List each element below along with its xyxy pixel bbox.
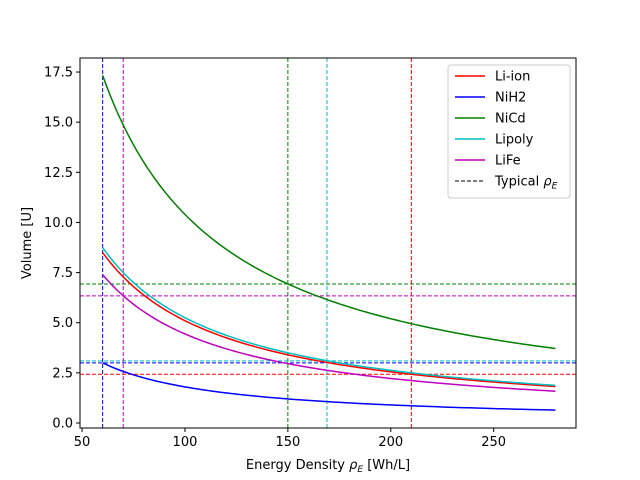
x-axis-ticks: 50 100 150 200 250 — [74, 428, 506, 450]
y-tick-label-6: 15.0 — [44, 116, 73, 131]
y-axis-label: Volume [U] — [20, 207, 35, 279]
x-tick-label-0: 50 — [74, 435, 91, 450]
x-tick-label-1: 100 — [173, 435, 198, 450]
y-tick-label-2: 5.0 — [52, 316, 73, 331]
legend-label-4: LiFe — [495, 154, 521, 169]
x-tick-label-4: 250 — [481, 435, 506, 450]
x-tick-label-2: 150 — [275, 435, 300, 450]
y-tick-label-1: 2.5 — [52, 366, 73, 381]
series-line-2 — [101, 75, 556, 350]
y-axis-ticks: 0.0 2.5 5.0 7.5 10.0 12.5 15.0 17.5 — [44, 66, 80, 431]
y-tick-label-5: 12.5 — [44, 166, 73, 181]
legend-label-2: NiCd — [495, 112, 526, 127]
plot-frame — [79, 57, 577, 429]
series-line-0 — [102, 252, 556, 388]
plot-layer — [80, 58, 576, 428]
legend-label-3: Lipoly — [495, 133, 534, 148]
series-line-3 — [102, 247, 556, 387]
plot-area — [80, 58, 576, 428]
legend-label-0: Li-ion — [495, 70, 530, 85]
legend-label-1: NiH2 — [495, 91, 526, 106]
legend-box — [447, 64, 571, 199]
legend-label-typical: Typical ρE — [494, 175, 558, 192]
y-tick-label-0: 0.0 — [52, 416, 73, 431]
x-axis-label: Energy Density ρE [Wh/L] — [246, 458, 410, 475]
legend: Li-ion NiH2 NiCd Lipoly LiFe Typical ρE — [447, 64, 571, 199]
series-line-4 — [102, 274, 556, 392]
series-line-1 — [102, 362, 556, 411]
x-tick-label-3: 200 — [378, 435, 403, 450]
y-tick-label-3: 7.5 — [52, 266, 73, 281]
y-tick-label-4: 10.0 — [44, 216, 73, 231]
y-tick-label-7: 17.5 — [44, 66, 73, 81]
